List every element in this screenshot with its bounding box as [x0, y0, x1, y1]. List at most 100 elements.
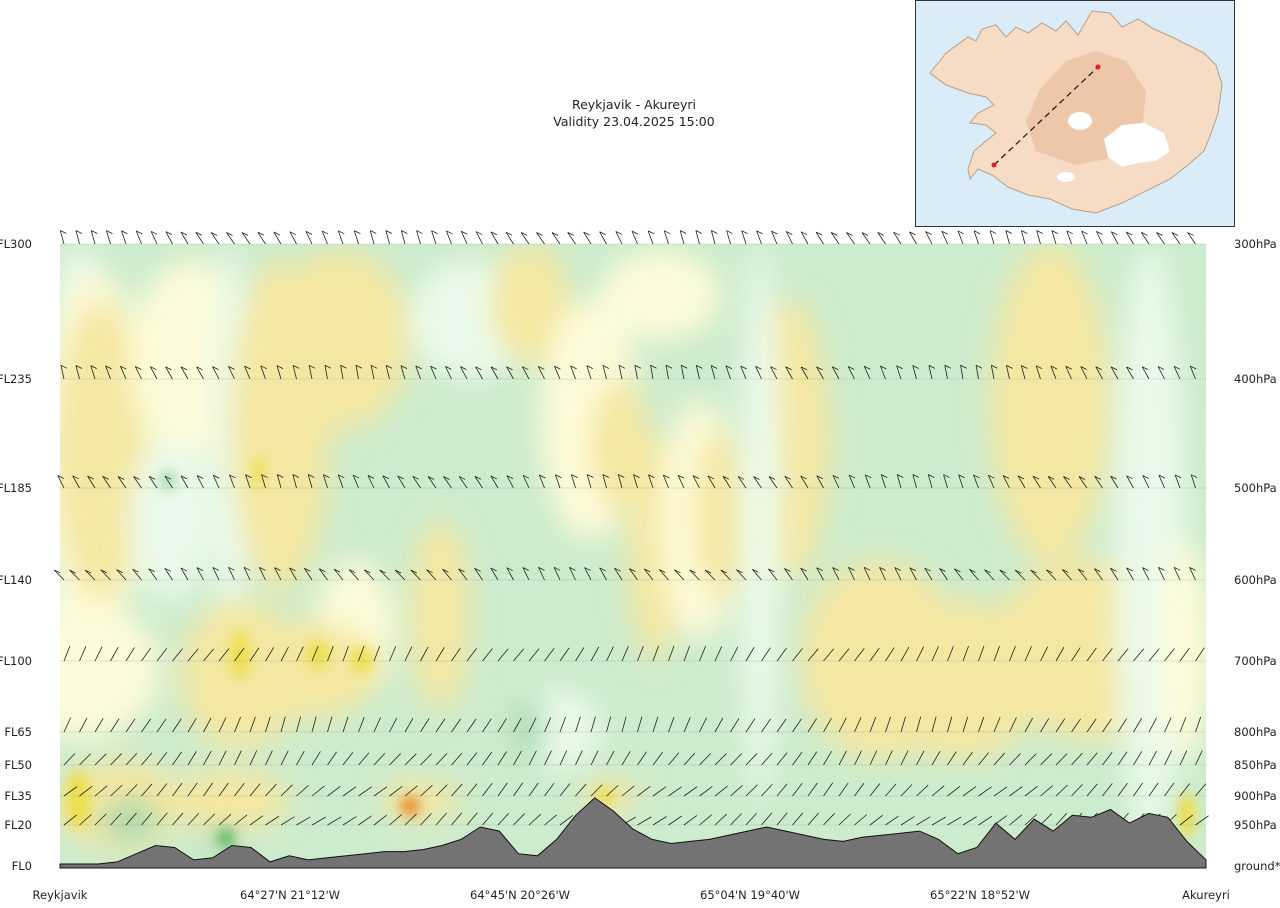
wind-barb	[1055, 718, 1066, 733]
wind-barb	[296, 785, 309, 797]
wind-barb	[90, 230, 96, 245]
wind-barb	[665, 365, 669, 380]
wind-barb	[352, 474, 359, 489]
wind-barb-flag	[1094, 568, 1101, 573]
wind-barb-flag	[975, 364, 983, 369]
wind-barb-flag	[1050, 365, 1058, 370]
wind-barb	[745, 753, 758, 766]
wind-barb	[148, 476, 158, 489]
wind-barb-flag	[135, 366, 142, 370]
wind-barb	[1024, 813, 1038, 826]
wind-barb	[389, 786, 403, 797]
wind-barb	[1164, 782, 1175, 797]
wind-barb	[648, 474, 654, 489]
route-line	[993, 66, 1099, 166]
wind-barb	[599, 231, 607, 245]
wind-barb	[234, 783, 245, 797]
wind-barb	[683, 786, 698, 797]
wind-barb-flag	[196, 366, 203, 371]
wind-barb	[322, 474, 328, 489]
wind-barb	[704, 569, 716, 581]
wind-barb-flag	[273, 231, 280, 236]
wind-barb	[1040, 753, 1053, 766]
wind-barb-flag	[677, 474, 685, 479]
wind-barb	[621, 785, 635, 797]
wind-barb-flag	[999, 569, 1006, 574]
wind-barb	[947, 785, 961, 797]
wind-barb-flag	[1190, 474, 1198, 479]
wind-barb	[337, 474, 344, 489]
wind-barb-flag	[893, 231, 900, 236]
wind-barb-flag	[1078, 568, 1085, 573]
wind-barb	[466, 783, 478, 797]
wind-barb	[212, 567, 220, 581]
wind-barb-flag	[102, 476, 109, 480]
wind-barb	[912, 365, 917, 380]
wind-barb-flag	[426, 569, 433, 574]
wind-barb	[296, 816, 311, 826]
wind-barb-flag	[319, 568, 326, 573]
wind-barb	[730, 813, 742, 826]
wind-barb-flag	[60, 364, 68, 369]
wind-barb-flag	[816, 475, 823, 480]
wind-barb	[133, 476, 142, 489]
wind-barb-flag	[412, 475, 419, 480]
wind-barb	[506, 567, 514, 581]
wind-barb-flag	[385, 230, 393, 234]
chart-title-block: Reykjavik - Akureyri Validity 23.04.2025…	[434, 96, 834, 130]
wind-barb	[1158, 567, 1165, 581]
wind-barb	[643, 568, 654, 581]
wind-barb	[451, 752, 463, 766]
wind-barb	[699, 753, 711, 766]
wind-barb	[916, 750, 925, 766]
wind-barb	[110, 646, 119, 662]
wind-barb	[102, 476, 111, 489]
wind-barb-flag	[460, 366, 467, 370]
wind-barb	[652, 645, 659, 662]
wind-barb-flag	[57, 475, 64, 479]
wind-barb	[125, 812, 137, 826]
wind-barb	[404, 785, 418, 797]
wind-barb-flag	[664, 230, 671, 235]
wind-barb	[228, 366, 235, 380]
wind-barb	[110, 753, 122, 766]
wind-barb	[674, 569, 685, 581]
wind-barb	[854, 750, 862, 766]
wind-barb-flag	[458, 476, 466, 480]
wind-barb-flag	[213, 474, 220, 479]
wind-barb-flag	[304, 567, 311, 572]
wind-barb	[692, 475, 700, 489]
wind-barb	[172, 751, 182, 766]
wind-barb	[260, 365, 266, 380]
wind-barb	[699, 717, 707, 733]
wind-barb-flag	[308, 474, 315, 478]
wind-barb	[520, 232, 530, 245]
wind-barb	[110, 718, 120, 733]
wind-barb-flag	[925, 231, 932, 235]
wind-barb	[458, 568, 468, 581]
wind-barb	[385, 365, 390, 380]
wind-barb	[75, 365, 80, 380]
wind-barb-flag	[555, 474, 562, 479]
wind-barb	[538, 567, 545, 581]
wind-barb-flag	[1030, 569, 1037, 574]
wind-barb-flag	[1032, 475, 1040, 480]
wind-barb-flag	[711, 230, 718, 234]
pressure-level-lines	[60, 243, 1206, 826]
wind-barb	[990, 365, 995, 380]
wind-barb-flag	[695, 230, 703, 234]
wind-barb	[575, 783, 587, 797]
wind-barb	[583, 231, 592, 245]
wind-barb-flag	[69, 569, 76, 574]
wind-barb	[663, 230, 669, 245]
wind-barb	[554, 366, 561, 380]
wind-barb-flag	[832, 567, 839, 571]
wind-barb-flag	[768, 476, 776, 480]
wind-barb	[553, 567, 561, 581]
wind-barb	[993, 645, 1000, 662]
wind-barb-flag	[100, 569, 107, 574]
field-blob	[600, 250, 720, 340]
wind-barb-flag	[292, 474, 300, 478]
wind-barb-flag	[1078, 476, 1086, 480]
wind-barb	[490, 231, 499, 245]
